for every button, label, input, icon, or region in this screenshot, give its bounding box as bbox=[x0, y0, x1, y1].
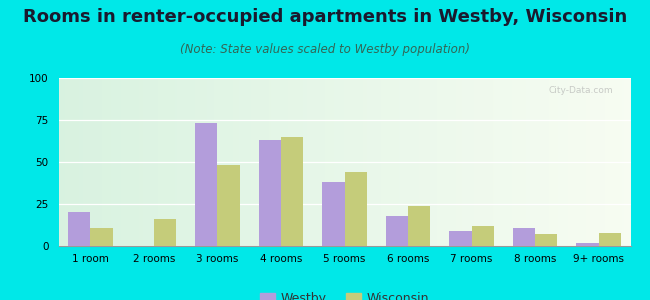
Bar bbox=[281, 137, 303, 246]
Bar bbox=[449, 231, 472, 246]
Bar bbox=[344, 172, 367, 246]
Text: Rooms in renter-occupied apartments in Westby, Wisconsin: Rooms in renter-occupied apartments in W… bbox=[23, 8, 627, 26]
Bar bbox=[259, 140, 281, 246]
Bar bbox=[535, 234, 558, 246]
Bar bbox=[599, 232, 621, 246]
Bar bbox=[472, 226, 494, 246]
Text: City-Data.com: City-Data.com bbox=[549, 86, 614, 95]
Bar bbox=[386, 216, 408, 246]
Bar bbox=[68, 212, 90, 246]
Bar bbox=[154, 219, 176, 246]
Bar bbox=[195, 123, 217, 246]
Bar bbox=[408, 206, 430, 246]
Bar bbox=[513, 227, 535, 246]
Bar bbox=[322, 182, 344, 246]
Bar bbox=[217, 165, 240, 246]
Legend: Westby, Wisconsin: Westby, Wisconsin bbox=[255, 287, 434, 300]
Bar bbox=[577, 243, 599, 246]
Text: (Note: State values scaled to Westby population): (Note: State values scaled to Westby pop… bbox=[180, 44, 470, 56]
Bar bbox=[90, 227, 112, 246]
